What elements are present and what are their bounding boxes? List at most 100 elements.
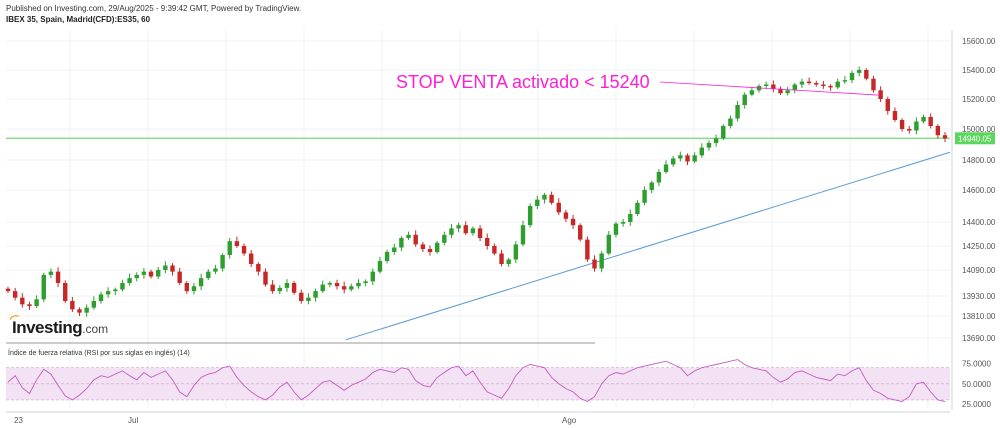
- x-tick-label: Ago: [562, 416, 577, 425]
- candle-body: [542, 194, 547, 200]
- candle-body: [685, 155, 690, 162]
- candle-body: [334, 283, 340, 287]
- candle-body: [806, 81, 812, 84]
- candle-body: [184, 283, 190, 292]
- trendline: [345, 151, 951, 341]
- candle-body: [663, 164, 669, 172]
- candle-body: [248, 253, 254, 264]
- candle-body: [821, 84, 826, 86]
- candle-body: [213, 268, 218, 272]
- candle-body: [406, 234, 411, 238]
- rsi-tick-label: 50.0000: [962, 380, 991, 389]
- candle-body: [513, 244, 519, 260]
- candle-body: [34, 299, 39, 306]
- candle-body: [485, 238, 490, 246]
- candle-body: [814, 83, 819, 85]
- candle-body: [692, 155, 697, 162]
- candle-body: [742, 94, 747, 105]
- candle-body: [856, 70, 862, 73]
- candle-body: [763, 84, 769, 86]
- candle-body: [721, 126, 726, 139]
- candle-body: [270, 284, 275, 292]
- candle-body: [785, 90, 790, 94]
- candle-body: [63, 283, 68, 301]
- candle-body: [749, 90, 755, 95]
- candle-body: [413, 234, 418, 245]
- candle-body: [392, 247, 397, 252]
- y-tick-label: 14090.00: [962, 266, 996, 275]
- candle-body: [120, 283, 125, 290]
- candle-body: [563, 212, 569, 219]
- candle-body: [849, 72, 855, 81]
- candle-body: [377, 261, 383, 272]
- y-tick-label: 13810.00: [962, 312, 996, 321]
- candle-body: [570, 218, 576, 226]
- investing-logo: ⌒ Investing.com: [9, 315, 109, 338]
- y-tick-label: 14800.00: [962, 156, 996, 165]
- y-tick-label: 14600.00: [962, 186, 996, 195]
- published-info: Published on Investing.com, 29/Aug/2025 …: [6, 4, 302, 13]
- candle-body: [613, 223, 619, 235]
- logo-name: Investing: [12, 318, 83, 337]
- candle-body: [470, 228, 476, 234]
- candle-body: [456, 225, 461, 229]
- candle-body: [914, 121, 919, 131]
- candle-body: [341, 286, 347, 290]
- candle-body: [163, 265, 168, 270]
- stop-annotation: STOP VENTA activado < 15240: [396, 72, 650, 92]
- candle-body: [241, 246, 247, 254]
- candle-body: [156, 270, 161, 277]
- candle-body: [549, 194, 554, 203]
- candle-body: [263, 271, 268, 285]
- candle-body: [899, 120, 905, 129]
- x-tick-label: Jul: [128, 416, 138, 425]
- candle-body: [141, 271, 147, 275]
- candle-body: [606, 234, 612, 254]
- candle-body: [55, 271, 61, 283]
- candle-body: [320, 284, 325, 292]
- y-tick-label: 13690.00: [962, 334, 996, 343]
- candle-body: [492, 246, 497, 254]
- candle-body: [284, 283, 290, 288]
- candle-body: [907, 129, 912, 131]
- candle-body: [835, 81, 840, 88]
- y-tick-label: 15600.00: [962, 37, 996, 46]
- candle-body: [828, 85, 833, 88]
- candle-body: [477, 228, 483, 238]
- candle-body: [670, 158, 676, 165]
- candle-body: [842, 80, 848, 82]
- candle-body: [277, 287, 283, 292]
- candle-body: [399, 238, 404, 248]
- candle-body: [177, 271, 182, 283]
- candle-body: [585, 239, 590, 260]
- candle-body: [427, 249, 433, 252]
- candle-body: [227, 241, 232, 255]
- candle-body: [299, 292, 304, 301]
- candle-body: [48, 271, 54, 275]
- candle-body: [98, 294, 104, 301]
- candle-body: [20, 297, 25, 305]
- candle-body: [234, 241, 240, 246]
- candle-body: [592, 259, 597, 269]
- candle-body: [871, 78, 876, 91]
- candle-body: [885, 99, 890, 111]
- candle-body: [27, 304, 32, 306]
- candle-body: [313, 291, 318, 298]
- candle-body: [520, 225, 526, 245]
- rsi-title: Índice de fuerza relativa (RSI por sus s…: [8, 350, 190, 357]
- candle-body: [91, 301, 97, 308]
- logo-suffix: .com: [82, 322, 109, 336]
- candle-body: [327, 283, 333, 285]
- candle-body: [778, 88, 783, 94]
- candle-body: [77, 309, 82, 313]
- candle-body: [527, 206, 533, 226]
- candle-body: [928, 117, 933, 126]
- candle-body: [256, 264, 261, 272]
- candle-body: [678, 155, 683, 159]
- y-tick-label: 15200.00: [962, 95, 996, 104]
- candle-body: [499, 253, 504, 264]
- candle-body: [599, 253, 604, 269]
- candle-body: [935, 126, 941, 136]
- candle-body: [127, 278, 132, 283]
